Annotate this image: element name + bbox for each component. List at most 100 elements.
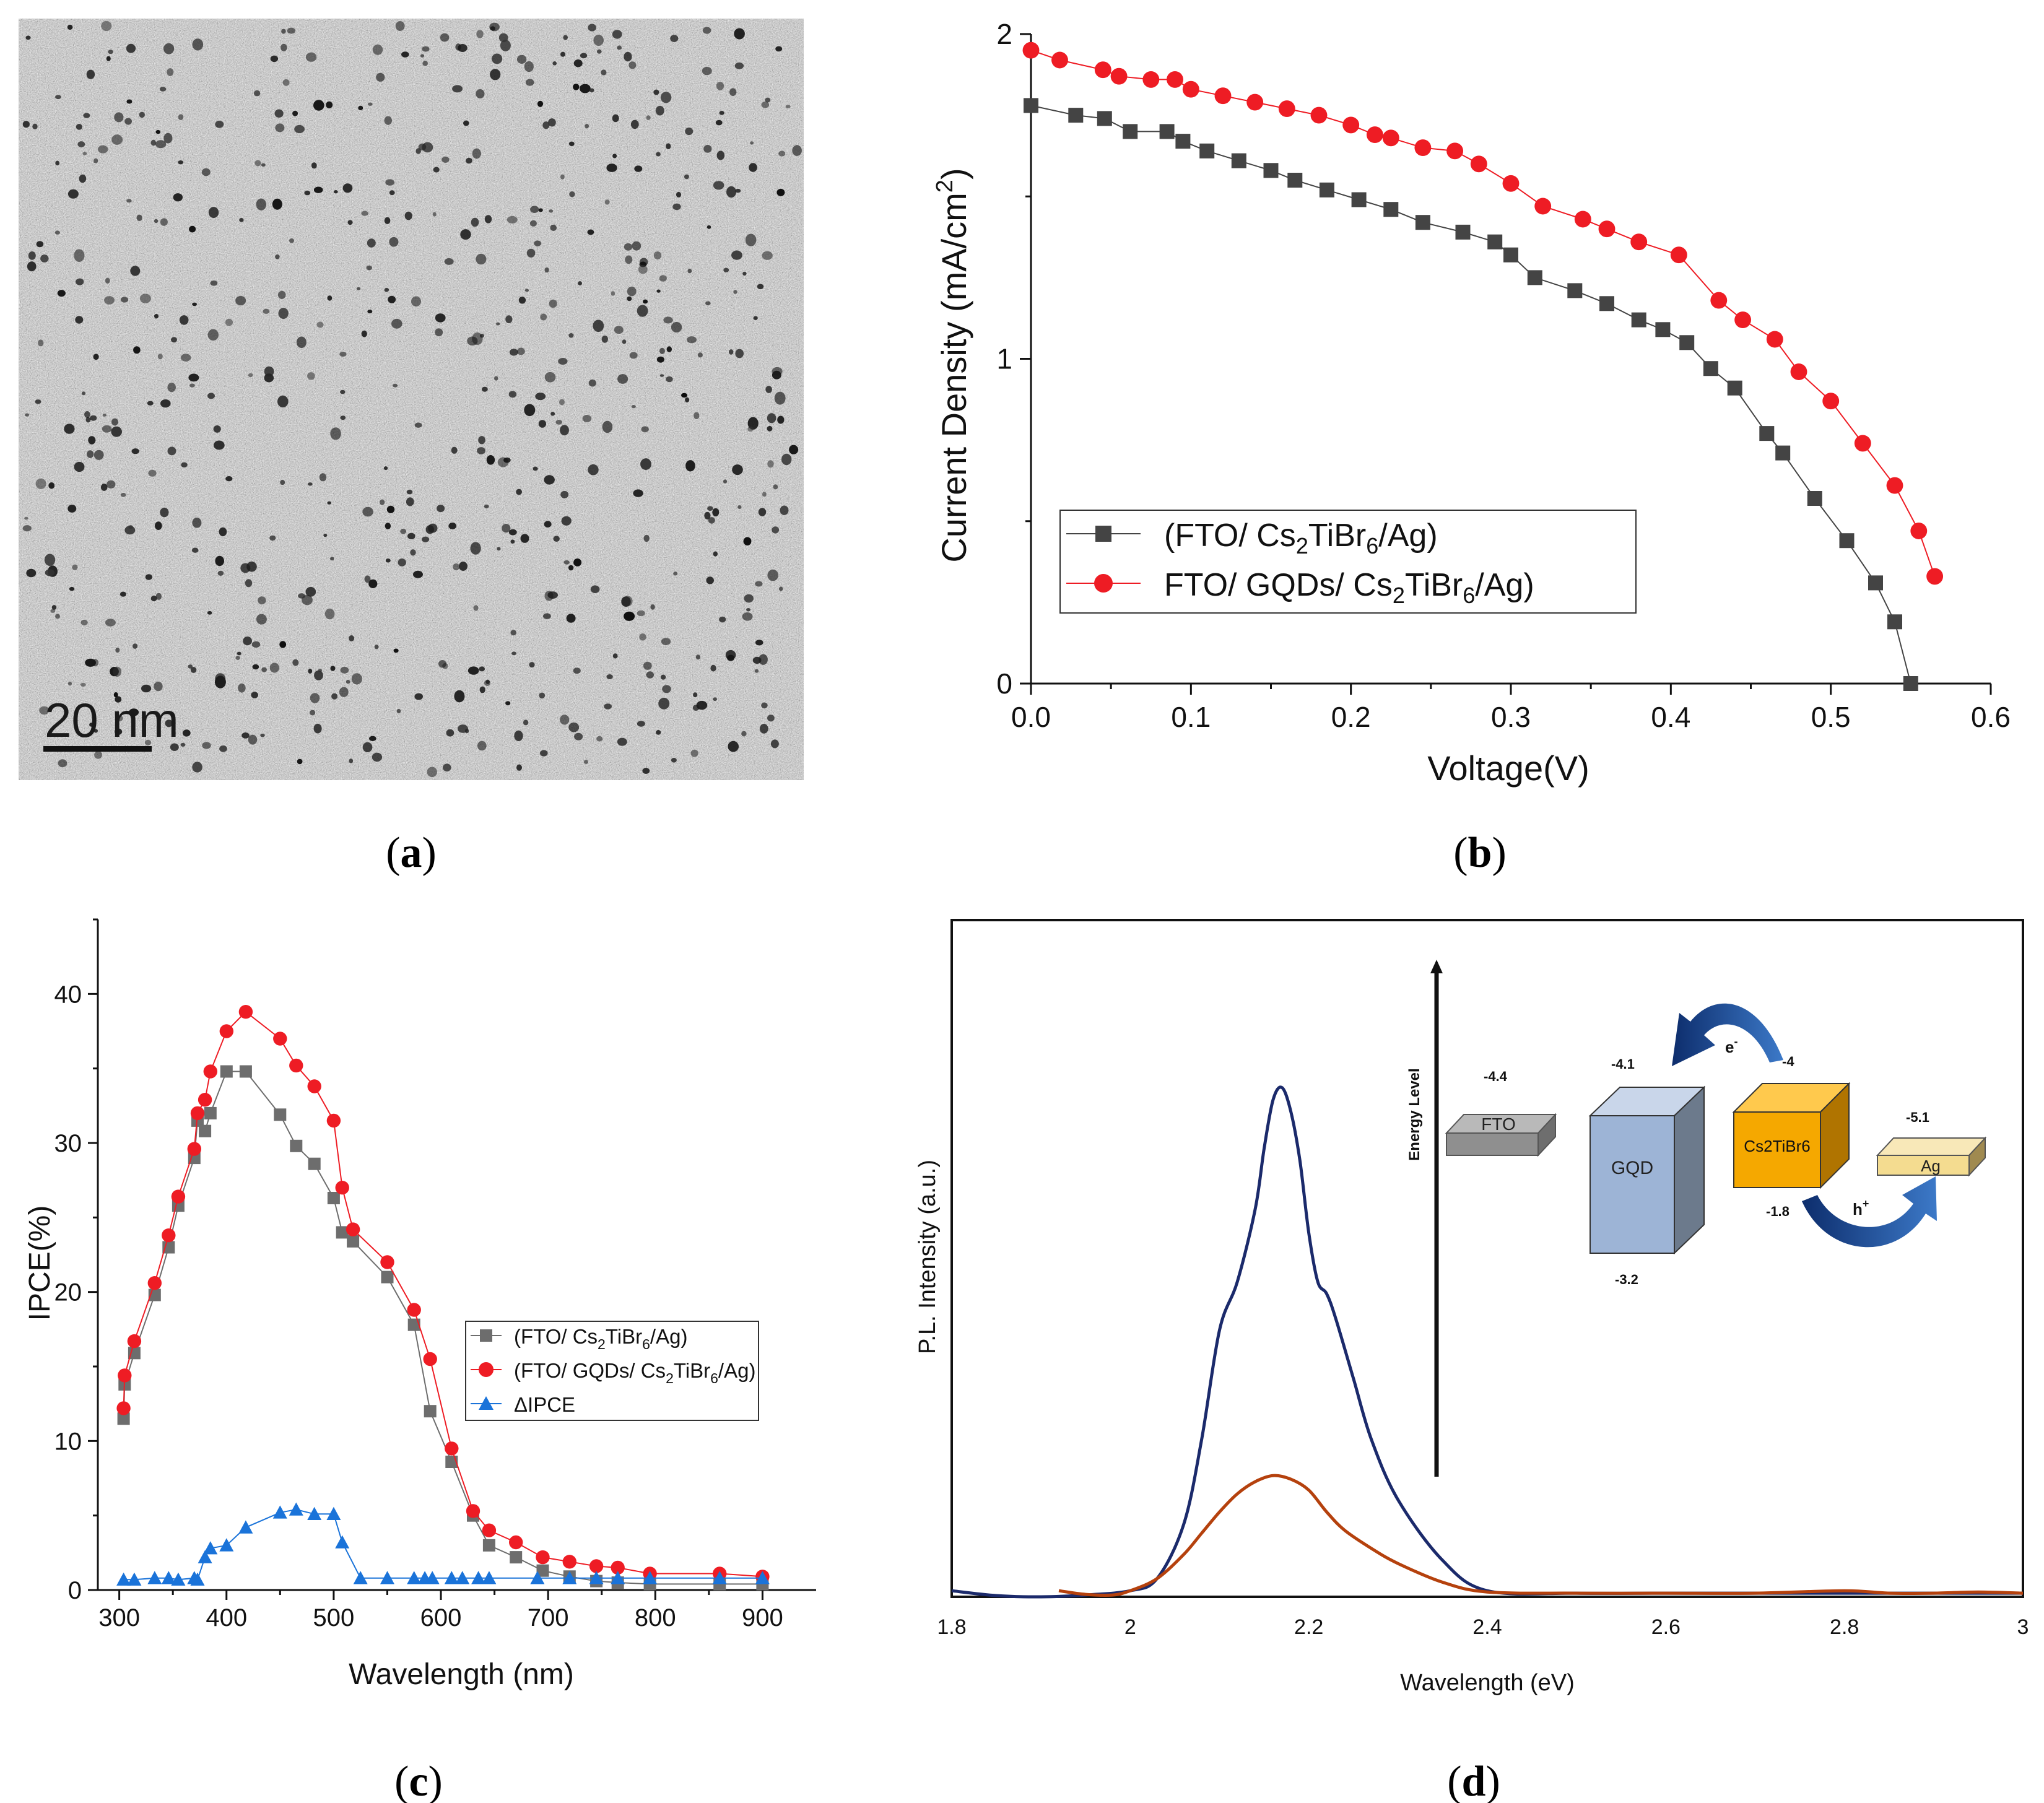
chart-b-series-2-point: [1670, 246, 1687, 264]
chart-c-series-2-point: [466, 1504, 481, 1518]
tem-particle: [304, 190, 311, 196]
chart-c-series-1-point: [220, 1065, 233, 1078]
tem-particle: [742, 612, 753, 621]
tem-particle: [659, 374, 664, 377]
tem-particle: [593, 319, 604, 332]
tem-particle: [573, 667, 581, 674]
tem-particle: [549, 209, 554, 213]
chart-b-x-tick-label: 0.6: [1971, 701, 2011, 733]
panel-a-tem-image: 20 nm (a): [19, 19, 804, 877]
chart-c-series-3-point: [562, 1571, 577, 1584]
tem-particle: [391, 318, 402, 329]
tem-particle: [150, 595, 157, 602]
tem-particle: [446, 729, 454, 737]
tem-particle: [510, 630, 516, 636]
tem-particle: [28, 251, 36, 260]
tem-particle: [362, 506, 373, 517]
tem-particle: [741, 731, 747, 737]
tem-particle: [366, 265, 372, 271]
tem-particle: [770, 739, 779, 749]
chart-b-series-2-point: [1382, 129, 1399, 147]
tem-particle: [716, 82, 724, 90]
chart-c-series-3-point: [407, 1571, 422, 1584]
tem-particle: [781, 453, 792, 466]
tem-particle: [94, 729, 98, 733]
chart-c-x-tick-label: 500: [313, 1604, 355, 1631]
tem-particle: [639, 258, 648, 266]
chart-c-series-2-point: [219, 1024, 233, 1038]
tem-particle: [476, 30, 484, 38]
tem-particle: [497, 547, 501, 551]
tem-particle: [188, 373, 199, 382]
chart-c-legend-label-3: ΔIPCE: [514, 1393, 575, 1416]
tem-particle: [517, 347, 525, 355]
chart-c-series-3-point: [712, 1571, 727, 1584]
tem-particle: [173, 193, 183, 202]
chart-c-series-3-point: [198, 1550, 212, 1563]
chart-c-series-3-point: [335, 1535, 350, 1549]
tem-particle: [660, 92, 672, 103]
tem-particle: [525, 79, 534, 86]
tem-particle: [752, 656, 762, 664]
tem-particle: [179, 315, 189, 325]
tem-particle: [420, 54, 425, 58]
tem-particle: [279, 641, 287, 648]
panel-label-c: (c): [394, 1758, 443, 1803]
tem-particle: [729, 88, 737, 96]
tem-particle: [601, 335, 608, 343]
tem-texture: [19, 19, 804, 780]
tem-particle: [160, 399, 171, 408]
tem-particle: [568, 141, 575, 146]
chart-c-series-2-point: [289, 1058, 303, 1073]
chart-d-frame: [950, 919, 2024, 1598]
tem-particle: [367, 310, 373, 314]
chart-c-series-3-point: [643, 1571, 658, 1584]
tem-particle: [351, 673, 362, 685]
chart-c-x-tick-label: 800: [635, 1604, 676, 1631]
chart-c-series-3-point: [161, 1571, 176, 1584]
tem-particle: [583, 760, 588, 764]
tem-particle: [560, 174, 565, 180]
chart-c-series-2-point: [407, 1303, 421, 1317]
tem-particle: [734, 28, 745, 40]
tem-particle: [88, 436, 96, 445]
tem-particle: [735, 188, 741, 193]
tem-particle: [422, 60, 428, 66]
tem-particle: [757, 284, 764, 290]
chart-b-series-1-point: [1775, 445, 1791, 461]
chart-b-series-1-point: [1319, 182, 1334, 198]
tem-particle: [133, 346, 141, 354]
tem-particle: [181, 462, 188, 467]
chart-b-series-1-point: [1263, 163, 1279, 178]
chart-c-series-2-point: [162, 1228, 176, 1243]
tem-particle: [582, 415, 592, 422]
tem-particle: [658, 697, 670, 710]
chart-c-legend: (FTO/ Cs2TiBr6/Ag) (FTO/ GQDs/ Cs2TiBr6/…: [465, 1321, 759, 1421]
tem-particle: [544, 267, 549, 273]
tem-particle: [695, 654, 701, 660]
tem-particle: [155, 140, 167, 149]
fto-label: FTO: [1481, 1114, 1515, 1134]
tem-particle: [380, 499, 385, 505]
tem-particle: [75, 316, 84, 324]
chart-c-series-1-point: [536, 1564, 549, 1577]
tem-particle: [629, 352, 638, 359]
tem-particle: [614, 326, 624, 334]
chart-c-legend-marker-1: [480, 1329, 492, 1342]
tem-particle: [509, 349, 518, 356]
tem-particle: [414, 693, 423, 700]
tem-particle: [393, 383, 398, 388]
tem-particle: [133, 643, 138, 649]
tem-particle: [361, 330, 367, 337]
chart-b-series-1-point: [1703, 361, 1718, 376]
tem-particle: [120, 493, 126, 497]
chart-b-series-2-point: [1910, 523, 1928, 539]
tem-particle: [129, 708, 139, 716]
tem-particle: [745, 233, 757, 246]
chart-b-series-2-point: [1246, 93, 1264, 111]
tem-particle: [192, 38, 204, 51]
tem-particle: [708, 517, 715, 524]
chart-c-series-3-line: [123, 1508, 763, 1581]
tem-particle: [663, 316, 673, 324]
tem-particle: [74, 461, 85, 472]
